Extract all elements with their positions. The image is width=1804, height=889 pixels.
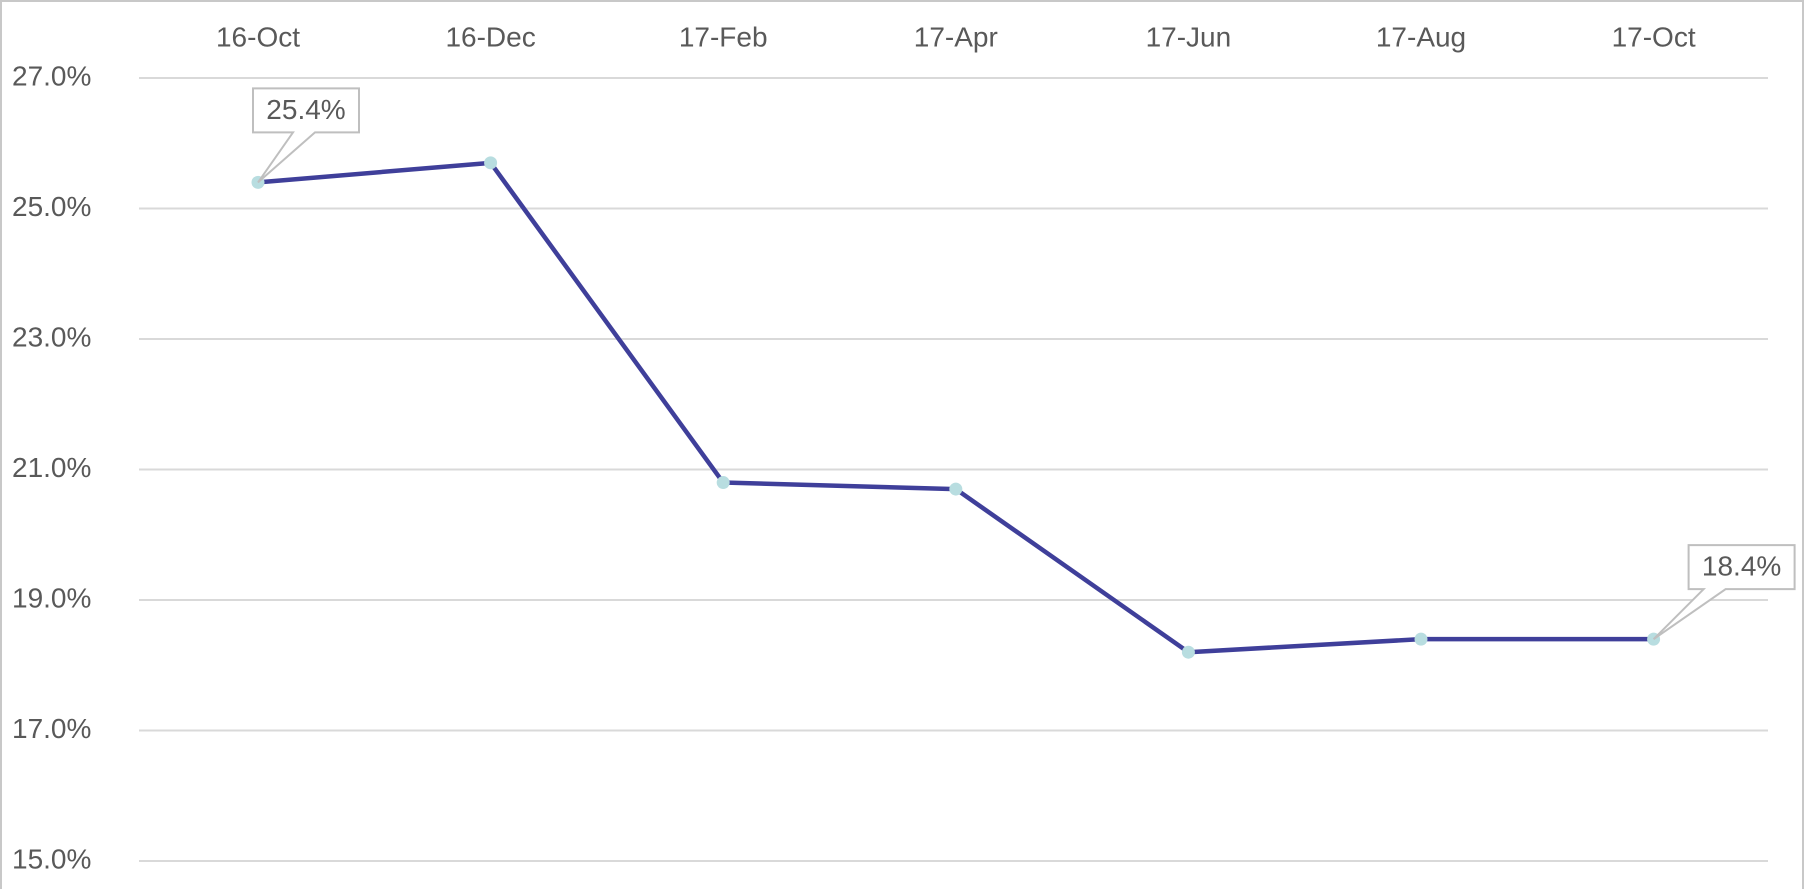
data-label: 18.4% bbox=[1702, 551, 1781, 582]
y-tick-label: 27.0% bbox=[12, 60, 91, 91]
y-tick-label: 17.0% bbox=[12, 713, 91, 744]
y-tick-label: 15.0% bbox=[12, 843, 91, 874]
marker bbox=[1181, 645, 1195, 659]
y-tick-label: 21.0% bbox=[12, 452, 91, 483]
x-tick-label: 16-Oct bbox=[216, 21, 300, 52]
x-tick-label: 16-Dec bbox=[445, 21, 535, 52]
x-tick-label: 17-Feb bbox=[679, 21, 768, 52]
y-tick-label: 23.0% bbox=[12, 321, 91, 352]
label-callout bbox=[252, 87, 360, 184]
x-tick-label: 17-Apr bbox=[914, 21, 998, 52]
marker bbox=[1414, 632, 1428, 646]
marker bbox=[716, 476, 730, 490]
y-tick-label: 19.0% bbox=[12, 582, 91, 613]
marker bbox=[949, 482, 963, 496]
x-tick-label: 17-Oct bbox=[1612, 21, 1696, 52]
marker bbox=[484, 156, 498, 170]
y-tick-label: 25.0% bbox=[12, 191, 91, 222]
x-tick-label: 17-Jun bbox=[1146, 21, 1232, 52]
data-label: 25.4% bbox=[266, 94, 345, 125]
x-tick-label: 17-Aug bbox=[1376, 21, 1466, 52]
label-callout bbox=[1652, 544, 1796, 640]
